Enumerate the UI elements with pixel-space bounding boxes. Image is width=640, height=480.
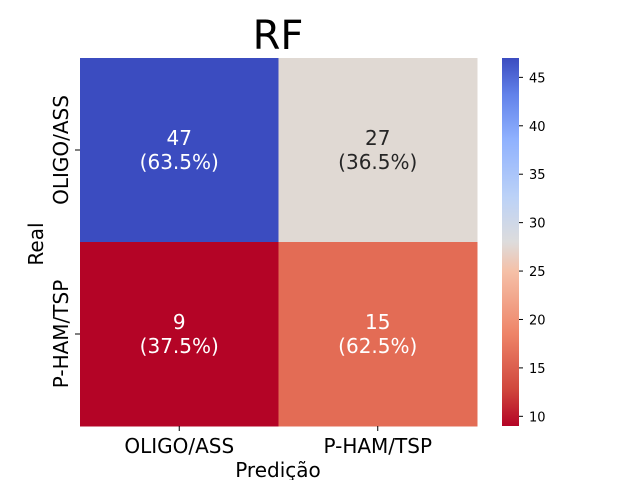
y-tick-label: OLIGO/ASS: [49, 95, 73, 205]
cell-annotation: 15 (62.5%): [338, 310, 417, 358]
x-tick-label: P-HAM/TSP: [323, 434, 432, 458]
heatmap-cell: [278, 242, 478, 427]
x-tick-label: OLIGO/ASS: [124, 434, 234, 458]
colorbar: [502, 58, 519, 426]
colorbar-tick-label: 20: [529, 313, 546, 328]
y-tick-label: P-HAM/TSP: [49, 280, 73, 389]
colorbar-tick-label: 40: [529, 120, 546, 135]
colorbar-tick-label: 30: [529, 217, 546, 232]
heatmap-cell: [80, 58, 279, 243]
heatmap-annotations: 47 (63.5%) 27 (36.5%) 9 (37.5%) 15 (62.5%): [140, 126, 418, 358]
cell-annotation: 27 (36.5%): [338, 126, 417, 174]
colorbar-ticks: 10 15 20 25 30 35 40 45: [519, 71, 546, 425]
y-axis-label: Real: [24, 222, 48, 265]
heatmap-cell: [80, 242, 279, 427]
colorbar-tick-label: 35: [529, 168, 546, 183]
cell-annotation: 47 (63.5%): [140, 126, 219, 174]
x-axis-ticks: OLIGO/ASS P-HAM/TSP: [124, 426, 432, 458]
colorbar-tick-label: 15: [529, 362, 546, 377]
cell-annotation: 9 (37.5%): [140, 310, 219, 358]
heatmap-cell: [278, 58, 478, 243]
colorbar-tick-label: 45: [529, 71, 546, 86]
colorbar-tick-label: 25: [529, 265, 546, 280]
y-axis-ticks: OLIGO/ASS P-HAM/TSP: [49, 95, 80, 388]
chart-title: RF: [253, 13, 304, 59]
heatmap-cells: [80, 58, 478, 427]
x-axis-label: Predição: [235, 458, 321, 480]
colorbar-tick-label: 10: [529, 410, 546, 425]
